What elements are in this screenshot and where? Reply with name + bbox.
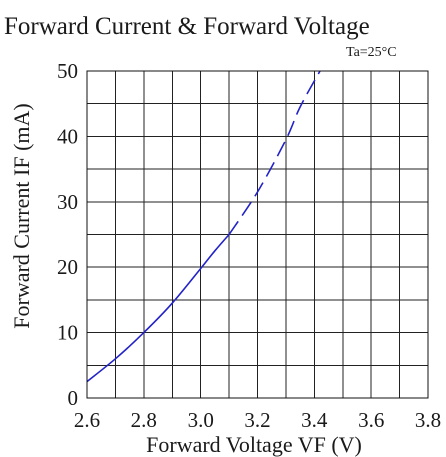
x-tick-label: 2.6	[74, 408, 100, 432]
plot-frame	[86, 70, 429, 399]
y-tick-label: 10	[57, 321, 78, 345]
y-tick-label: 0	[68, 386, 79, 410]
curve-dashed-segment	[228, 70, 321, 235]
y-axis-label: Forward Current IF (mA)	[9, 103, 34, 328]
chart-title: Forward Current & Forward Voltage	[4, 13, 370, 40]
y-tick-label: 40	[57, 124, 78, 148]
x-tick-label: 3.6	[358, 408, 384, 432]
x-tick-label: 3.0	[188, 408, 214, 432]
y-tick-label: 50	[57, 59, 78, 83]
x-tick-label: 3.4	[301, 408, 328, 432]
x-tick-labels: 2.6 2.8 3.0 3.2 3.4 3.6 3.8	[74, 408, 441, 432]
x-tick-label: 3.8	[415, 408, 441, 432]
y-tick-labels: 0 10 20 30 40 50	[57, 59, 78, 410]
y-tick-label: 20	[57, 255, 78, 279]
x-axis-label: Forward Voltage VF (V)	[146, 432, 362, 457]
y-tick-label: 30	[57, 190, 78, 214]
x-tick-label: 3.2	[244, 408, 270, 432]
temperature-note: Ta=25°C	[346, 45, 397, 60]
grid	[87, 71, 428, 398]
x-tick-label: 2.8	[131, 408, 157, 432]
series-group	[86, 70, 321, 383]
curve-solid-segment	[86, 233, 230, 383]
